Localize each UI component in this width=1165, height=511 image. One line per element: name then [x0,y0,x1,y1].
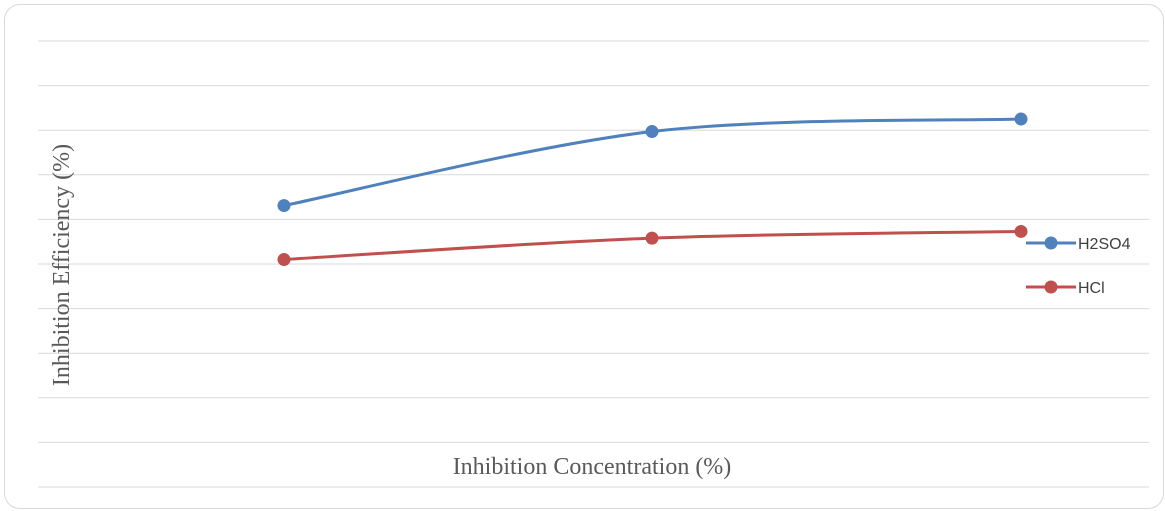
x-axis-title: Inhibition Concentration (%) [453,454,732,480]
legend: H2SO4 HCl [1026,236,1131,297]
legend-item-hcl: HCl [1026,280,1105,297]
data-point-h2so4 [645,125,659,139]
y-axis-title: Inhibition Efficiency (%) [49,144,75,386]
legend-label: HCl [1078,280,1105,297]
data-point-hcl [1014,224,1028,238]
legend-label: H2SO4 [1078,236,1131,253]
data-point-h2so4 [277,199,291,213]
data-point-h2so4 [1014,112,1028,126]
chart-area [4,4,1164,509]
legend-swatch-marker [1044,280,1058,294]
data-point-hcl [277,253,291,267]
series-markers [277,112,1028,267]
gridlines [38,40,1149,488]
data-point-hcl [645,231,659,245]
legend-item-h2so4: H2SO4 [1026,236,1131,253]
legend-swatch-marker [1044,236,1058,250]
